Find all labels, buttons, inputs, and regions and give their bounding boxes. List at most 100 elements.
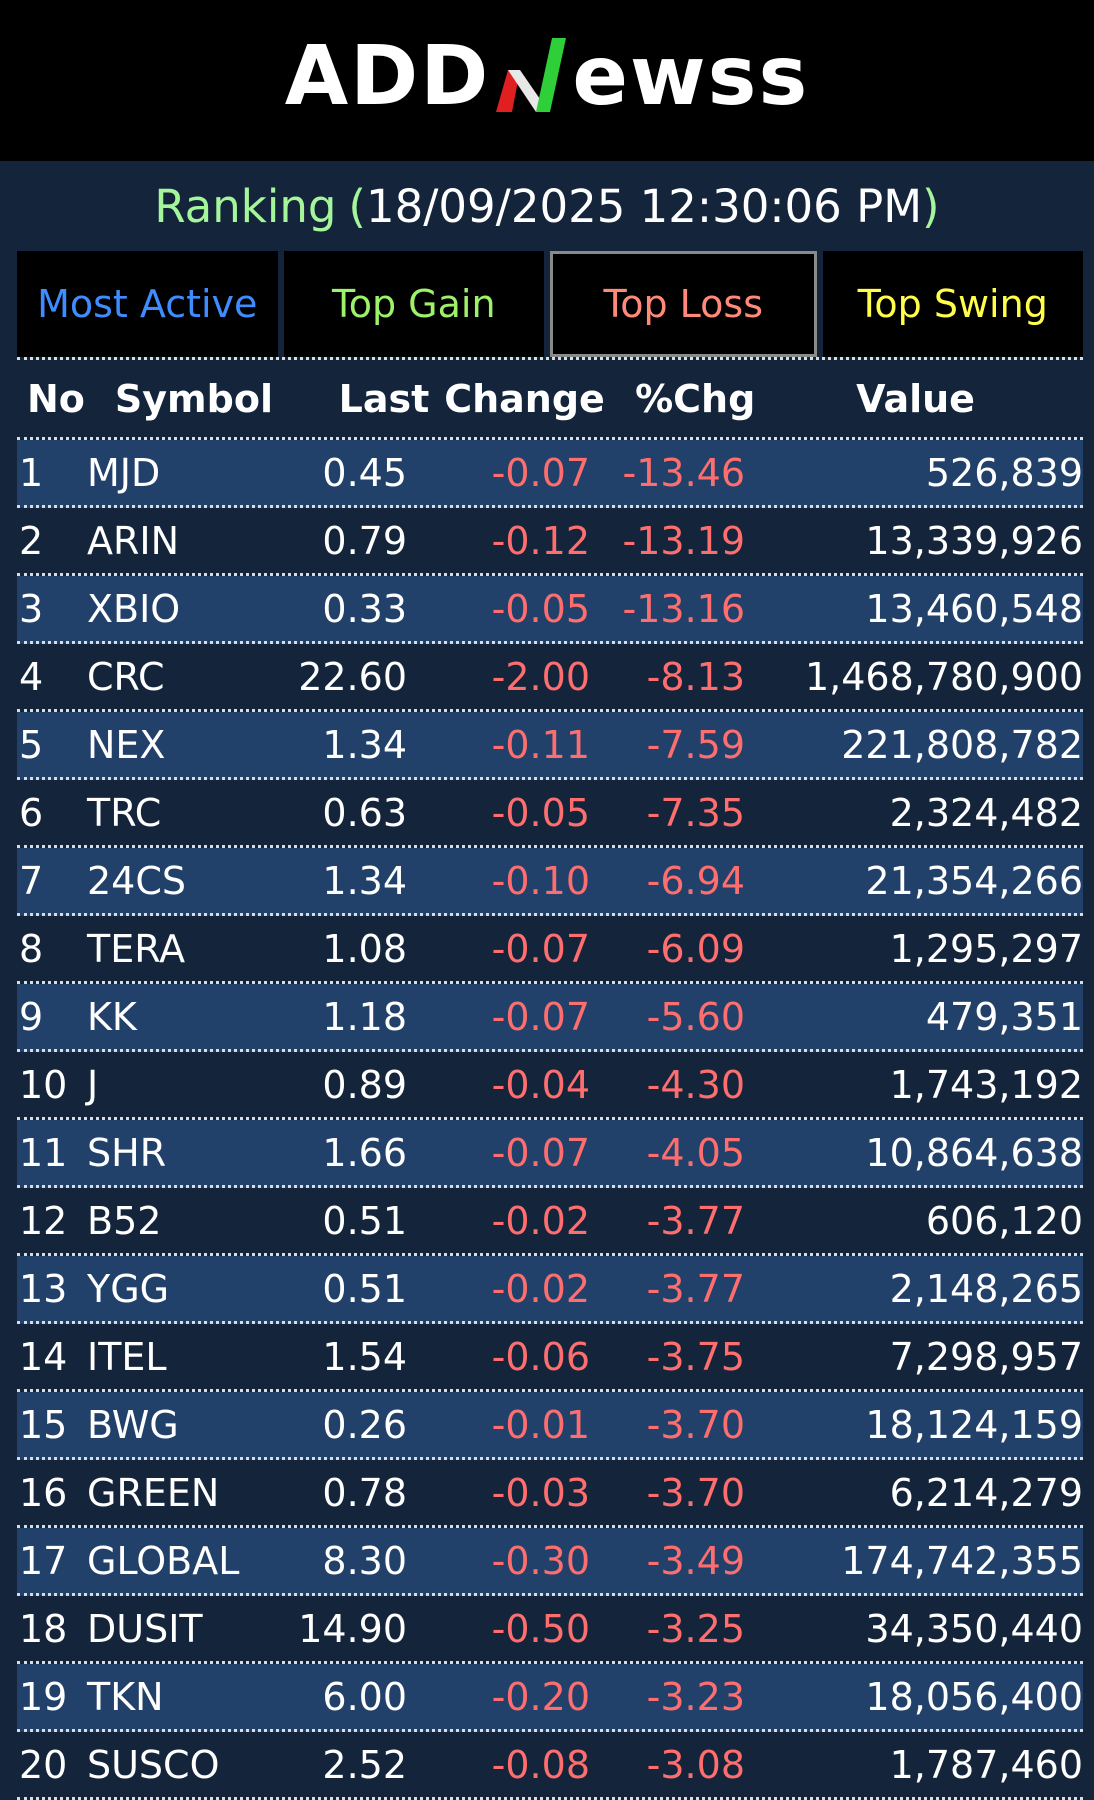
row-value: 2,324,482 [889,790,1083,835]
tab-top-gain[interactable]: Top Gain [283,251,544,357]
table-row[interactable]: 10 J 0.89 -0.04 -4.30 1,743,192 [17,1052,1083,1120]
row-last: 0.89 [322,1062,407,1107]
ranking-tabs: Most Active Top Gain Top Loss Top Swing [17,251,1083,357]
row-value: 7,298,957 [889,1334,1083,1379]
table-row[interactable]: 5 NEX 1.34 -0.11 -7.59 221,808,782 [17,712,1083,780]
row-pct-change: -3.77 [646,1266,745,1311]
row-pct-change: -5.60 [646,994,745,1039]
row-change: -0.05 [491,790,590,835]
table-row[interactable]: 6 TRC 0.63 -0.05 -7.35 2,324,482 [17,780,1083,848]
table-row[interactable]: 4 CRC 22.60 -2.00 -8.13 1,468,780,900 [17,644,1083,712]
row-pct-change: -3.25 [646,1606,745,1651]
row-last: 0.63 [322,790,407,835]
row-symbol: GREEN [87,1470,220,1515]
row-no: 12 [19,1198,68,1243]
ranking-label: Ranking [154,179,337,233]
row-symbol: SUSCO [87,1742,220,1787]
row-change: -0.08 [491,1742,590,1787]
row-no: 1 [19,450,44,495]
row-symbol: TERA [87,926,186,971]
row-no: 8 [19,926,44,971]
row-change: -0.01 [491,1402,590,1447]
row-value: 21,354,266 [865,858,1083,903]
row-change: -0.12 [491,518,590,563]
row-symbol: KK [87,994,137,1039]
table-row[interactable]: 19 TKN 6.00 -0.20 -3.23 18,056,400 [17,1664,1083,1732]
row-symbol: GLOBAL [87,1538,240,1583]
table-row[interactable]: 3 XBIO 0.33 -0.05 -13.16 13,460,548 [17,576,1083,644]
tab-most-active[interactable]: Most Active [17,251,278,357]
row-last: 1.34 [322,858,407,903]
row-symbol: TKN [87,1674,164,1719]
row-change: -0.06 [491,1334,590,1379]
row-last: 0.51 [322,1266,407,1311]
row-change: -0.07 [491,994,590,1039]
row-last: 0.45 [322,450,407,495]
row-change: -0.30 [491,1538,590,1583]
table-row[interactable]: 12 B52 0.51 -0.02 -3.77 606,120 [17,1188,1083,1256]
row-pct-change: -8.13 [646,654,745,699]
row-change: -0.07 [491,926,590,971]
row-symbol: NEX [87,722,166,767]
row-no: 4 [19,654,44,699]
row-symbol: SHR [87,1130,167,1175]
row-symbol: YGG [87,1266,170,1311]
row-change: -0.20 [491,1674,590,1719]
row-no: 7 [19,858,44,903]
row-last: 1.08 [322,926,407,971]
row-symbol: B52 [87,1198,162,1243]
table-row[interactable]: 9 KK 1.18 -0.07 -5.60 479,351 [17,984,1083,1052]
logo-text-left: ADD [284,29,491,124]
row-value: 1,743,192 [889,1062,1083,1107]
row-last: 1.54 [322,1334,407,1379]
row-no: 20 [19,1742,68,1787]
row-last: 1.34 [322,722,407,767]
table-row[interactable]: 14 ITEL 1.54 -0.06 -3.75 7,298,957 [17,1324,1083,1392]
row-value: 18,124,159 [865,1402,1083,1447]
row-pct-change: -13.46 [622,450,746,495]
table-row[interactable]: 20 SUSCO 2.52 -0.08 -3.08 1,787,460 [17,1732,1083,1800]
table-row[interactable]: 7 24CS 1.34 -0.10 -6.94 21,354,266 [17,848,1083,916]
row-last: 8.30 [322,1538,407,1583]
row-symbol: ARIN [87,518,180,563]
open-paren: ( [348,179,366,233]
row-value: 6,214,279 [889,1470,1083,1515]
row-value: 479,351 [925,994,1083,1039]
tab-top-swing[interactable]: Top Swing [822,251,1083,357]
table-row[interactable]: 18 DUSIT 14.90 -0.50 -3.25 34,350,440 [17,1596,1083,1664]
row-pct-change: -3.77 [646,1198,745,1243]
row-symbol: ITEL [87,1334,167,1379]
row-value: 13,460,548 [865,586,1083,631]
row-value: 526,839 [925,450,1083,495]
row-pct-change: -3.75 [646,1334,745,1379]
row-symbol: CRC [87,654,165,699]
table-row[interactable]: 13 YGG 0.51 -0.02 -3.77 2,148,265 [17,1256,1083,1324]
ranking-table: No Symbol Last Change %Chg Value 1 MJD 0.4… [17,357,1083,1800]
table-row[interactable]: 17 GLOBAL 8.30 -0.30 -3.49 174,742,355 [17,1528,1083,1596]
ranking-title: Ranking ( 18/09/2025 12:30:06 PM ) [0,161,1094,251]
table-row[interactable]: 16 GREEN 0.78 -0.03 -3.70 6,214,279 [17,1460,1083,1528]
row-no: 2 [19,518,44,563]
row-no: 16 [19,1470,68,1515]
row-symbol: TRC [87,790,162,835]
logo-text-right: ewss [572,29,810,124]
row-no: 19 [19,1674,68,1719]
row-last: 0.51 [322,1198,407,1243]
table-row[interactable]: 8 TERA 1.08 -0.07 -6.09 1,295,297 [17,916,1083,984]
table-row[interactable]: 2 ARIN 0.79 -0.12 -13.19 13,339,926 [17,508,1083,576]
close-paren: ) [922,179,940,233]
ranking-timestamp: 18/09/2025 12:30:06 PM [365,179,923,233]
row-symbol: J [87,1062,99,1107]
table-row[interactable]: 1 MJD 0.45 -0.07 -13.46 526,839 [17,440,1083,508]
row-value: 606,120 [925,1198,1083,1243]
table-body: 1 MJD 0.45 -0.07 -13.46 526,839 2 ARIN 0.79 -0.12… [17,440,1083,1800]
row-last: 14.90 [298,1606,407,1651]
row-last: 22.60 [298,654,407,699]
row-change: -0.50 [491,1606,590,1651]
tab-top-loss[interactable]: Top Loss [550,251,817,357]
table-row[interactable]: 11 SHR 1.66 -0.07 -4.05 10,864,638 [17,1120,1083,1188]
table-row[interactable]: 15 BWG 0.26 -0.01 -3.70 18,124,159 [17,1392,1083,1460]
row-pct-change: -4.30 [646,1062,745,1107]
addnewss-logo[interactable]: ADD ewss [285,29,810,124]
row-last: 0.78 [322,1470,407,1515]
